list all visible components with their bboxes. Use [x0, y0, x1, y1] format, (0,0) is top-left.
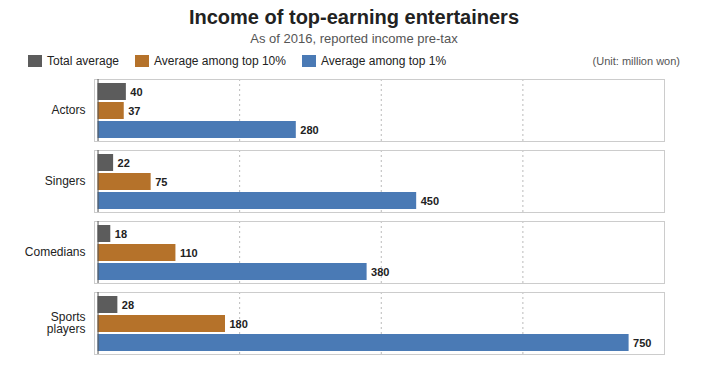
svg-text:380: 380 [371, 266, 389, 278]
svg-text:40: 40 [130, 86, 142, 98]
svg-text:280: 280 [300, 124, 318, 136]
svg-text:180: 180 [229, 318, 247, 330]
svg-text:22: 22 [118, 157, 130, 169]
svg-text:Singers: Singers [45, 174, 86, 188]
svg-text:75: 75 [155, 176, 167, 188]
html-text:Income of top-earning entertai: Income of top-earning entertainers [189, 6, 519, 28]
svg-text:Sportsplayers: Sportsplayers [47, 310, 86, 336]
svg-text:110: 110 [180, 247, 198, 259]
svg-text:28: 28 [122, 299, 134, 311]
html-text:Total average: Total average [47, 54, 119, 68]
html-text:Average among top 1%: Average among top 1% [320, 54, 447, 68]
svg-text:37: 37 [128, 105, 140, 117]
svg-text:Comedians: Comedians [25, 245, 86, 259]
html-text:As of 2016, reported income pr: As of 2016, reported income pre-tax [250, 31, 458, 46]
svg-text:18: 18 [115, 228, 127, 240]
svg-text:Actors: Actors [51, 103, 85, 117]
html-text:(Unit: million won): (Unit: million won) [592, 55, 680, 67]
svg-text:450: 450 [421, 195, 439, 207]
html-text:Average among top 10%: Average among top 10% [154, 54, 286, 68]
svg-text:750: 750 [633, 337, 651, 349]
